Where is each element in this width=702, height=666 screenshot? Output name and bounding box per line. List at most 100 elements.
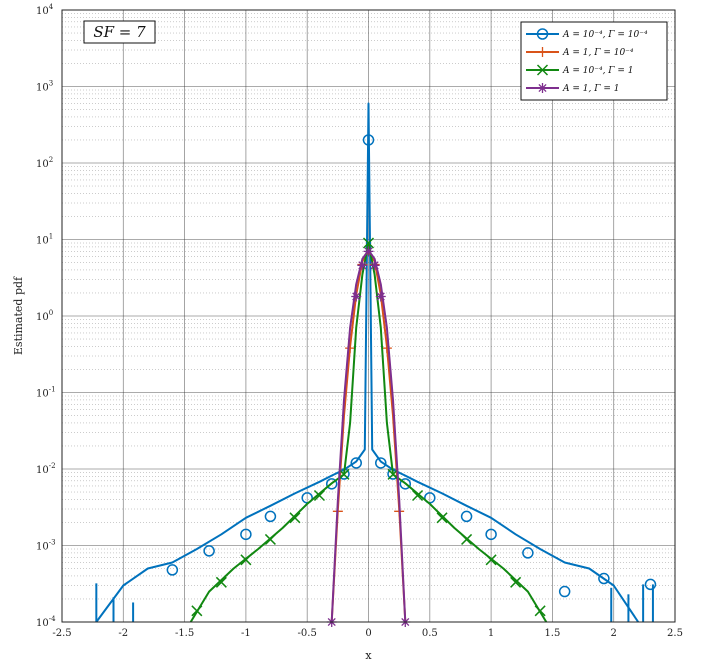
legend-label: A = 10⁻⁴, Γ = 10⁻⁴: [562, 30, 648, 40]
x-tick-label: 1: [488, 628, 494, 639]
series-3-marker: [264, 533, 276, 545]
x-tick-label: 1.5: [544, 628, 560, 639]
x-tick-label: 2: [611, 628, 617, 639]
x-tick-label: -1.5: [175, 628, 194, 639]
series-1-marker: [375, 457, 387, 469]
y-tick-label: 101: [36, 233, 53, 247]
y-tick-label: 102: [36, 156, 53, 170]
series-1-marker: [644, 578, 657, 591]
y-tick-label: 104: [36, 3, 54, 17]
series-3-marker: [461, 533, 473, 545]
legend-swatch-marker: [537, 83, 548, 93]
series-3-marker: [510, 576, 522, 588]
series-3-marker: [289, 512, 301, 524]
y-tick-exponent: -1: [49, 386, 56, 394]
y-tick-exponent: 0: [49, 309, 53, 317]
legend: A = 10⁻⁴, Γ = 10⁻⁴ A = 1, Γ = 10⁻⁴ A = 10⁻…: [520, 21, 668, 101]
x-tick-label: -2: [118, 628, 128, 639]
y-tick-label: 10-4: [36, 615, 56, 629]
series-4-marker: [351, 291, 362, 302]
series-1-line: [95, 102, 640, 623]
y-tick-base: 10: [36, 618, 49, 629]
series-1-marker: [399, 478, 412, 490]
legend-item-2: A = 1, Γ = 10⁻⁴: [526, 47, 634, 58]
x-axis-label: x: [365, 649, 372, 662]
series-3-marker: [534, 605, 546, 617]
series-layer: [95, 102, 657, 627]
y-tick-base: 10: [36, 83, 49, 94]
y-tick-exponent: 1: [49, 233, 53, 241]
series-1-marker: [485, 528, 497, 541]
x-tick-label: -2.5: [52, 628, 71, 639]
y-tick-exponent: -3: [49, 539, 56, 547]
series-2-marker: [381, 343, 392, 354]
x-tick-label: 2.5: [667, 628, 683, 639]
x-tick-label: 0.5: [422, 628, 438, 639]
y-tick-exponent: 4: [49, 3, 54, 11]
y-tick-base: 10: [36, 236, 49, 247]
legend-swatch-marker: [536, 64, 549, 76]
series-4-marker: [357, 260, 368, 271]
series-4-marker: [369, 260, 380, 271]
series-1: [95, 102, 657, 623]
series-1-marker: [362, 134, 375, 146]
series-3-marker: [362, 237, 375, 249]
legend-swatch-marker: [536, 28, 549, 40]
series-4-marker: [375, 291, 386, 302]
series-1-marker: [522, 547, 534, 559]
y-tick-label: 103: [36, 80, 53, 94]
legend-label: A = 1, Γ = 10⁻⁴: [562, 48, 634, 58]
series-3-marker: [191, 605, 203, 617]
series-1-marker: [558, 585, 571, 598]
y-tick-base: 10: [36, 6, 49, 17]
plot-frame: [61, 9, 676, 623]
series-1-marker: [598, 572, 610, 585]
x-tick-label: -1: [241, 628, 251, 639]
annotation-text: SF = 7: [93, 23, 146, 41]
series-1-marker: [264, 510, 277, 523]
series-3-marker: [240, 554, 252, 566]
y-tick-exponent: 2: [49, 156, 53, 164]
series-3: [189, 237, 548, 623]
y-tick-base: 10: [36, 389, 49, 400]
series-1-marker: [460, 510, 473, 523]
series-1-marker: [203, 545, 215, 557]
series-3-marker: [436, 512, 448, 524]
series-4-marker: [363, 246, 374, 257]
y-tick-exponent: 3: [49, 80, 53, 88]
series-3-marker: [387, 468, 399, 480]
series-1-marker: [166, 564, 179, 576]
y-tick-label: 10-3: [36, 539, 56, 553]
x-axis-tick-labels: -2.5 -2 -1.5 -1 -0.5 0 0.5 1 1.5 2 2.5: [52, 628, 683, 639]
series-3-marker: [215, 576, 227, 588]
legend-item-3: A = 10⁻⁴, Γ = 1: [526, 64, 634, 76]
series-3-marker: [313, 489, 325, 502]
y-tick-exponent: -4: [49, 615, 56, 623]
y-tick-label: 100: [36, 309, 53, 323]
legend-label: A = 1, Γ = 1: [562, 84, 619, 94]
legend-swatch-marker: [537, 47, 548, 57]
annotation-box: SF = 7: [83, 20, 156, 44]
series-3-marker: [412, 489, 424, 502]
series-1-marker: [325, 478, 338, 490]
y-axis-label: Estimated pdf: [12, 276, 25, 355]
y-tick-label: 10-1: [36, 386, 56, 400]
x-tick-label: 0: [365, 628, 371, 639]
series-3-marker: [485, 554, 497, 566]
legend-label: A = 10⁻⁴, Γ = 1: [562, 66, 634, 76]
y-tick-base: 10: [36, 465, 49, 476]
y-tick-base: 10: [36, 159, 49, 170]
y-tick-label: 10-2: [36, 462, 56, 476]
series-3-marker: [338, 468, 350, 480]
y-tick-base: 10: [36, 312, 49, 323]
legend-item-4: A = 1, Γ = 1: [526, 83, 619, 94]
y-tick-base: 10: [36, 542, 49, 553]
series-1-marker: [350, 457, 362, 469]
series-2-marker: [345, 343, 356, 354]
annotation-frame: [83, 20, 156, 44]
legend-item-1: A = 10⁻⁴, Γ = 10⁻⁴: [526, 28, 648, 40]
series-1-marker: [240, 528, 252, 541]
y-tick-exponent: -2: [49, 462, 56, 470]
